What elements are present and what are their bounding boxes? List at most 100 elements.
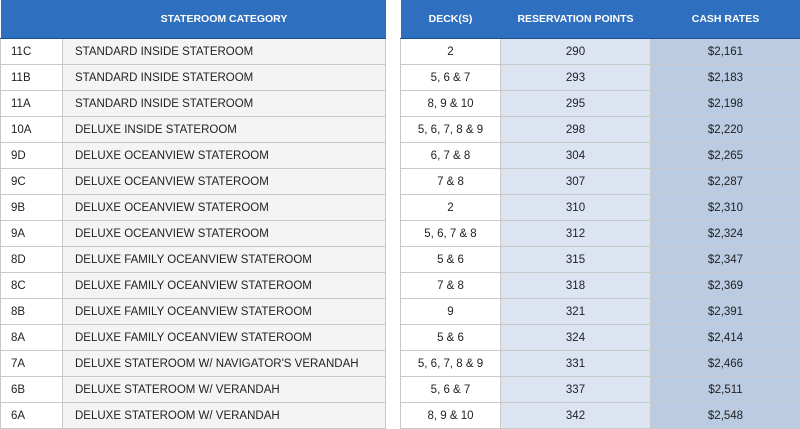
- table-row: 6, 7 & 8 304 $2,265: [400, 142, 800, 169]
- decks-cell: 8, 9 & 10: [400, 402, 501, 429]
- points-cell: 315: [500, 246, 651, 273]
- cash-rate-cell: $2,511: [650, 376, 800, 403]
- cash-rate-cell: $2,391: [650, 298, 800, 325]
- cash-rate-cell: $2,310: [650, 194, 800, 221]
- category-code: 8B: [0, 298, 63, 325]
- header-cash-rates: CASH RATES: [650, 0, 800, 39]
- cash-rate-cell: $2,287: [650, 168, 800, 195]
- category-name: DELUXE INSIDE STATEROOM: [62, 116, 386, 143]
- category-name: DELUXE FAMILY OCEANVIEW STATEROOM: [62, 272, 386, 299]
- decks-cell: 2: [400, 194, 501, 221]
- points-cell: 321: [500, 298, 651, 325]
- table-row: 9C DELUXE OCEANVIEW STATEROOM: [0, 168, 386, 195]
- category-name: DELUXE STATEROOM W/ VERANDAH: [62, 376, 386, 403]
- header-decks: DECK(S): [400, 0, 501, 39]
- header-row: STATEROOM CATEGORY: [0, 0, 386, 39]
- table-row: 9D DELUXE OCEANVIEW STATEROOM: [0, 142, 386, 169]
- category-name: DELUXE FAMILY OCEANVIEW STATEROOM: [62, 246, 386, 273]
- category-code: 8D: [0, 246, 63, 273]
- category-code: 9C: [0, 168, 63, 195]
- category-code: 8C: [0, 272, 63, 299]
- category-code: 6A: [0, 402, 63, 429]
- decks-cell: 5 & 6: [400, 324, 501, 351]
- table-row: 5, 6, 7, 8 & 9 298 $2,220: [400, 116, 800, 143]
- points-cell: 337: [500, 376, 651, 403]
- cash-rate-cell: $2,347: [650, 246, 800, 273]
- category-code: 7A: [0, 350, 63, 377]
- table-row: 11A STANDARD INSIDE STATEROOM: [0, 90, 386, 117]
- cash-rate-cell: $2,548: [650, 402, 800, 429]
- table-row: 11B STANDARD INSIDE STATEROOM: [0, 64, 386, 91]
- cash-rate-cell: $2,198: [650, 90, 800, 117]
- table-row: 7 & 8 318 $2,369: [400, 272, 800, 299]
- table-row: 5, 6, 7 & 8 312 $2,324: [400, 220, 800, 247]
- table-row: 6B DELUXE STATEROOM W/ VERANDAH: [0, 376, 386, 403]
- category-code: 9A: [0, 220, 63, 247]
- category-code: 11B: [0, 64, 63, 91]
- table-row: 9 321 $2,391: [400, 298, 800, 325]
- category-code: 8A: [0, 324, 63, 351]
- cash-rate-cell: $2,466: [650, 350, 800, 377]
- table-row: 5 & 6 324 $2,414: [400, 324, 800, 351]
- table-row: 2 310 $2,310: [400, 194, 800, 221]
- header-row: DECK(S) RESERVATION POINTS CASH RATES: [400, 0, 800, 39]
- cash-rate-cell: $2,265: [650, 142, 800, 169]
- decks-cell: 7 & 8: [400, 272, 501, 299]
- points-cell: 307: [500, 168, 651, 195]
- table-row: 5 & 6 315 $2,347: [400, 246, 800, 273]
- points-cell: 295: [500, 90, 651, 117]
- category-name: DELUXE OCEANVIEW STATEROOM: [62, 220, 386, 247]
- category-name: DELUXE OCEANVIEW STATEROOM: [62, 142, 386, 169]
- table-row: 8, 9 & 10 295 $2,198: [400, 90, 800, 117]
- table-row: 7A DELUXE STATEROOM W/ NAVIGATOR'S VERAND…: [0, 350, 386, 377]
- points-cell: 331: [500, 350, 651, 377]
- decks-cell: 5, 6 & 7: [400, 376, 501, 403]
- points-cell: 310: [500, 194, 651, 221]
- decks-cell: 9: [400, 298, 501, 325]
- points-cell: 298: [500, 116, 651, 143]
- decks-cell: 5 & 6: [400, 246, 501, 273]
- cash-rate-cell: $2,220: [650, 116, 800, 143]
- cash-rate-cell: $2,324: [650, 220, 800, 247]
- decks-cell: 2: [400, 38, 501, 65]
- category-code: 6B: [0, 376, 63, 403]
- category-name: STANDARD INSIDE STATEROOM: [62, 64, 386, 91]
- decks-cell: 5, 6 & 7: [400, 64, 501, 91]
- cash-rate-cell: $2,369: [650, 272, 800, 299]
- cash-rate-cell: $2,183: [650, 64, 800, 91]
- decks-cell: 7 & 8: [400, 168, 501, 195]
- header-stateroom-category: STATEROOM CATEGORY: [62, 0, 386, 39]
- decks-cell: 5, 6, 7, 8 & 9: [400, 116, 501, 143]
- points-cell: 318: [500, 272, 651, 299]
- header-reservation-points: RESERVATION POINTS: [500, 0, 651, 39]
- points-cell: 312: [500, 220, 651, 247]
- header-code: [0, 0, 63, 39]
- table-row: 8B DELUXE FAMILY OCEANVIEW STATEROOM: [0, 298, 386, 325]
- category-code: 11A: [0, 90, 63, 117]
- table-row: 8A DELUXE FAMILY OCEANVIEW STATEROOM: [0, 324, 386, 351]
- table-row: 10A DELUXE INSIDE STATEROOM: [0, 116, 386, 143]
- table-row: 6A DELUXE STATEROOM W/ VERANDAH: [0, 402, 386, 429]
- decks-cell: 8, 9 & 10: [400, 90, 501, 117]
- table-row: 8C DELUXE FAMILY OCEANVIEW STATEROOM: [0, 272, 386, 299]
- category-name: DELUXE FAMILY OCEANVIEW STATEROOM: [62, 324, 386, 351]
- category-code: 9D: [0, 142, 63, 169]
- category-name: DELUXE OCEANVIEW STATEROOM: [62, 168, 386, 195]
- decks-cell: 6, 7 & 8: [400, 142, 501, 169]
- table-row: 5, 6 & 7 293 $2,183: [400, 64, 800, 91]
- table-row: 2 290 $2,161: [400, 38, 800, 65]
- decks-cell: 5, 6, 7, 8 & 9: [400, 350, 501, 377]
- cash-rate-cell: $2,161: [650, 38, 800, 65]
- category-name: DELUXE STATEROOM W/ NAVIGATOR'S VERANDAH: [62, 350, 386, 377]
- table-row: 8, 9 & 10 342 $2,548: [400, 402, 800, 429]
- points-cell: 342: [500, 402, 651, 429]
- category-name: STANDARD INSIDE STATEROOM: [62, 38, 386, 65]
- points-cell: 293: [500, 64, 651, 91]
- stateroom-category-table: STATEROOM CATEGORY 11C STANDARD INSIDE ST…: [0, 0, 386, 429]
- table-row: 5, 6, 7, 8 & 9 331 $2,466: [400, 350, 800, 377]
- points-cell: 324: [500, 324, 651, 351]
- category-name: DELUXE STATEROOM W/ VERANDAH: [62, 402, 386, 429]
- category-name: STANDARD INSIDE STATEROOM: [62, 90, 386, 117]
- table-row: 9B DELUXE OCEANVIEW STATEROOM: [0, 194, 386, 221]
